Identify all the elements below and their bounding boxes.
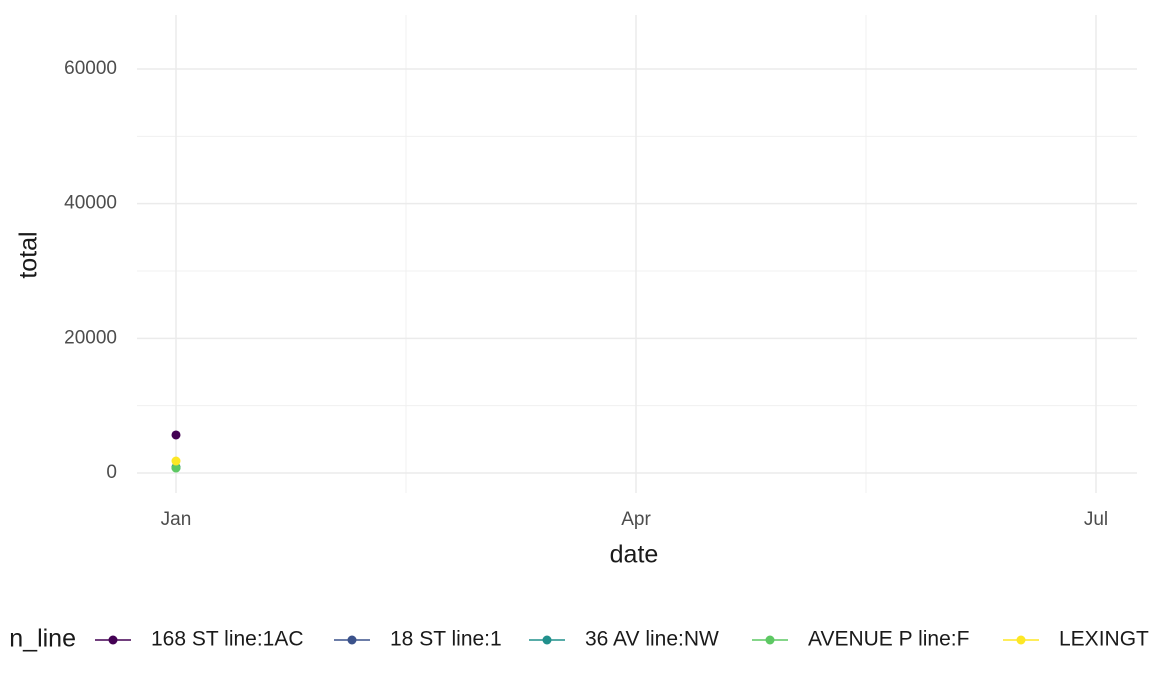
y-tick-label: 0	[106, 462, 117, 483]
x-tick-label: Apr	[621, 509, 651, 530]
point	[171, 430, 181, 440]
y-tick-label: 20000	[64, 327, 117, 348]
y-axis-title: total	[15, 231, 43, 278]
x-tick-label: Jan	[161, 509, 192, 530]
y-tick-label: 60000	[64, 58, 117, 79]
point	[171, 456, 181, 466]
y-tick-label: 40000	[64, 193, 117, 214]
legend-label: 168 ST line:1AC	[151, 628, 304, 651]
point	[171, 463, 181, 473]
legend-label: LEXINGT	[1059, 628, 1149, 651]
legend-key-point	[765, 635, 775, 645]
x-tick-label: Jul	[1084, 509, 1108, 530]
legend-key-point	[108, 635, 118, 645]
legend-key-point	[542, 635, 552, 645]
legend-title: n_line	[9, 625, 76, 653]
legend-label: 18 ST line:1	[390, 628, 502, 651]
legend-label: 36 AV line:NW	[585, 628, 719, 651]
legend-label: AVENUE P line:F	[808, 628, 969, 651]
legend-key-point	[1016, 635, 1026, 645]
x-axis-title: date	[610, 541, 659, 569]
legend-key-point	[347, 635, 357, 645]
